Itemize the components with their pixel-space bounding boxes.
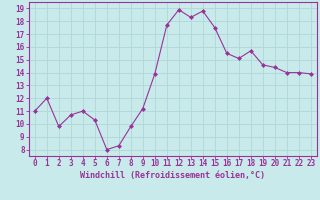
X-axis label: Windchill (Refroidissement éolien,°C): Windchill (Refroidissement éolien,°C) [80,171,265,180]
